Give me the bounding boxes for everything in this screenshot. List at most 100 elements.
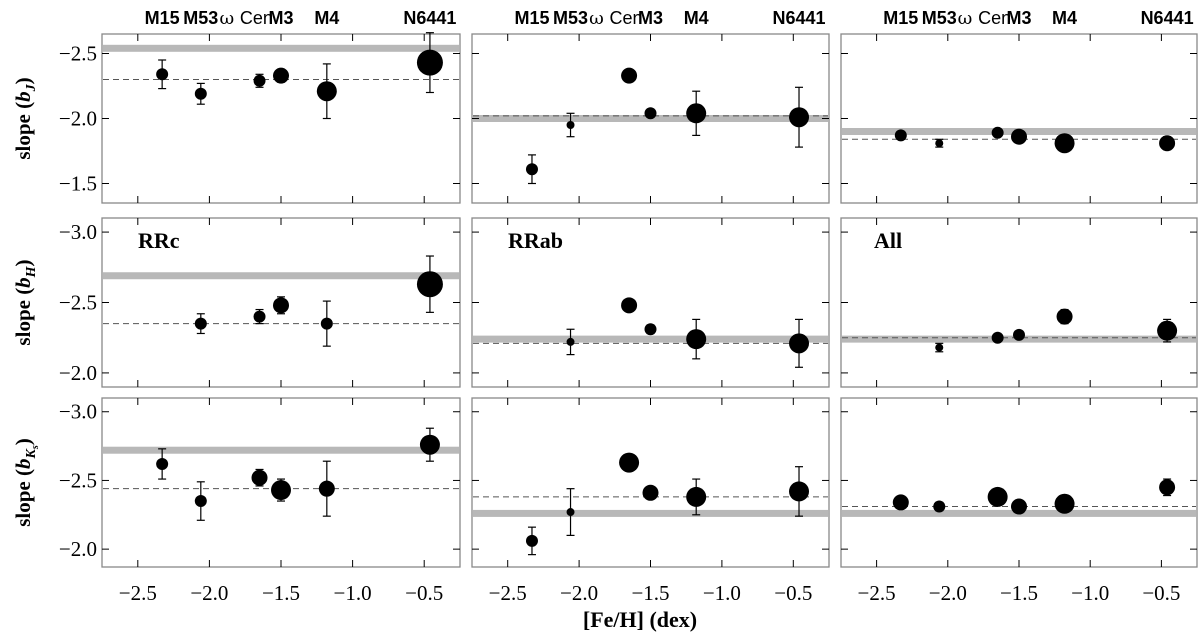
data-point-ks-rrc xyxy=(271,480,291,501)
data-point-ks-rrab xyxy=(686,486,707,507)
x-tick-label: −1.0 xyxy=(334,581,372,605)
x-tick-label: −2.5 xyxy=(119,581,157,605)
data-point-ks-rrc xyxy=(156,457,169,470)
cluster-label-omega-cen: ω Cen xyxy=(589,8,642,29)
data-point-ks-all xyxy=(1054,493,1075,514)
data-point-ks-all xyxy=(1011,498,1027,515)
data-point-h-all xyxy=(1013,328,1025,341)
data-point-ks-all xyxy=(933,500,946,513)
axes xyxy=(102,34,1197,567)
mean-band-j-rrc xyxy=(103,44,459,52)
data-point-j-all xyxy=(894,129,907,142)
panel-frame-ks-all xyxy=(840,397,1198,568)
data-point-h-all xyxy=(935,343,944,352)
cluster-label: N6441 xyxy=(1141,8,1194,28)
y-axis-label-h: slope (bH) xyxy=(11,259,39,345)
data-point-ks-rrab xyxy=(642,484,659,501)
y-tick-label: −1.5 xyxy=(59,172,97,196)
x-tick-label: −0.5 xyxy=(1142,581,1180,605)
data-point-h-all xyxy=(1056,308,1073,325)
data-point-j-rrc xyxy=(416,49,443,76)
mean-band-h-rrc xyxy=(103,272,459,280)
data-point-ks-rrab xyxy=(525,534,538,547)
cluster-label: M53 xyxy=(922,8,957,28)
data-point-h-rrab xyxy=(789,333,810,354)
data-point-ks-rrab xyxy=(619,452,640,473)
data-point-j-rrab xyxy=(566,121,575,129)
data-point-j-rrab xyxy=(789,107,810,128)
cluster-label: M4 xyxy=(1052,8,1077,28)
data-point-ks-rrc xyxy=(194,495,207,508)
x-tick-label: −0.5 xyxy=(405,581,443,605)
data-point-h-rrab xyxy=(686,329,707,350)
cluster-label: M53 xyxy=(553,8,588,28)
cluster-label: N6441 xyxy=(403,8,456,28)
x-tick-label: −2.5 xyxy=(858,581,896,605)
x-tick-label: −2.0 xyxy=(560,581,598,605)
data-point-j-rrab xyxy=(621,67,638,84)
x-tick-label: −0.5 xyxy=(774,581,812,605)
x-tick-label: −1.5 xyxy=(631,581,669,605)
x-tick-label: −1.5 xyxy=(1000,581,1038,605)
y-axis-label-j: slope (bJ) xyxy=(11,77,39,159)
y-tick-label: −2.5 xyxy=(59,291,97,315)
data-point-j-all xyxy=(1159,135,1176,152)
data-point-ks-rrc xyxy=(251,469,268,486)
cluster-label: M3 xyxy=(638,8,663,28)
data-point-j-all xyxy=(935,139,944,148)
y-tick-label: −2.5 xyxy=(59,468,97,492)
panel-label-rrab: RRab xyxy=(508,228,563,253)
x-tick-label: −2.0 xyxy=(929,581,967,605)
y-tick-label: −2.0 xyxy=(59,361,97,385)
x-tick-label: −1.0 xyxy=(703,581,741,605)
data-point-ks-all xyxy=(892,494,909,511)
data-point-j-rrc xyxy=(156,68,169,81)
y-axis-label-ks: slope (bKs) xyxy=(11,438,41,527)
data-point-h-all xyxy=(991,331,1004,344)
cluster-label: M53 xyxy=(183,8,218,28)
data-point-h-rrab xyxy=(644,323,657,336)
panel-frame-j-rrc xyxy=(101,33,461,204)
data-marks xyxy=(156,32,1178,556)
x-tick-label: −1.5 xyxy=(262,581,300,605)
data-point-j-rrc xyxy=(316,81,337,102)
y-tick-label: −2.5 xyxy=(59,42,97,66)
data-point-j-all xyxy=(1011,128,1027,145)
data-point-h-rrab xyxy=(566,337,575,346)
data-point-h-rrab xyxy=(621,297,638,314)
data-point-j-all xyxy=(991,126,1004,139)
cluster-label: M3 xyxy=(1006,8,1031,28)
cluster-label: M15 xyxy=(514,8,549,28)
cluster-label: M3 xyxy=(268,8,293,28)
panel-label-rrc: RRc xyxy=(138,228,180,253)
data-point-h-rrc xyxy=(320,317,333,330)
panel-label-all: All xyxy=(874,228,902,253)
panel-frame-ks-rrab xyxy=(471,397,830,568)
mean-band-ks-rrab xyxy=(473,509,828,517)
data-point-h-rrc xyxy=(253,310,266,323)
data-point-ks-all xyxy=(1159,479,1176,496)
cluster-label-omega-cen: ω Cen xyxy=(219,8,272,29)
cluster-label: M15 xyxy=(145,8,180,28)
data-point-ks-rrab xyxy=(789,481,810,502)
cluster-label-omega-cen: ω Cen xyxy=(958,8,1011,29)
cluster-label: M4 xyxy=(314,8,339,28)
data-point-j-rrc xyxy=(253,74,266,87)
data-point-j-rrab xyxy=(644,107,657,120)
data-point-ks-rrc xyxy=(318,480,335,497)
data-point-j-rrc xyxy=(194,87,207,100)
data-point-ks-all xyxy=(987,486,1008,507)
panel-frame-j-all xyxy=(840,33,1198,204)
data-point-h-rrc xyxy=(194,317,207,330)
cluster-label: M4 xyxy=(684,8,709,28)
y-tick-label: −3.0 xyxy=(59,400,97,424)
x-tick-label: −1.0 xyxy=(1071,581,1109,605)
x-tick-label: −2.0 xyxy=(190,581,228,605)
y-tick-label: −3.0 xyxy=(59,220,97,244)
data-point-h-all xyxy=(1157,320,1178,341)
y-tick-label: −2.0 xyxy=(59,107,97,131)
y-tick-label: −2.0 xyxy=(59,537,97,561)
data-point-j-rrab xyxy=(686,103,707,124)
